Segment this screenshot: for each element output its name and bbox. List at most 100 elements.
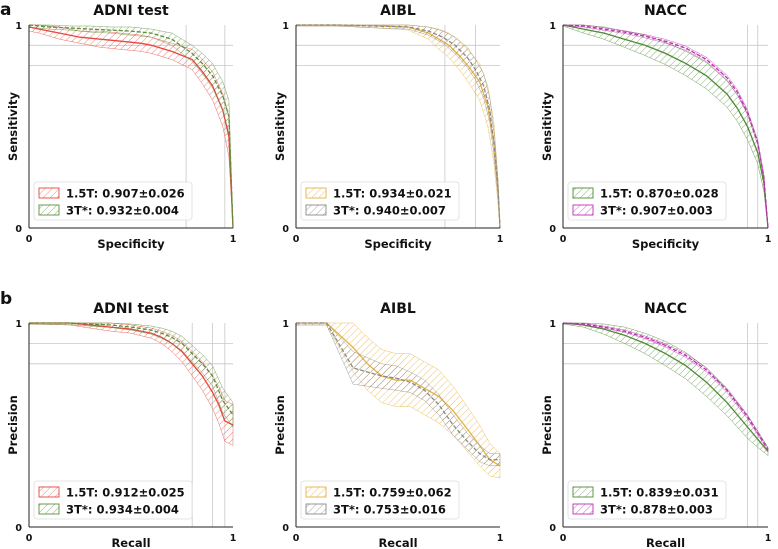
x-axis-label: Recall xyxy=(646,536,685,549)
x-tick-label: 1 xyxy=(230,533,237,544)
x-axis-label: Recall xyxy=(111,536,150,549)
panel-label-a: a xyxy=(0,0,11,20)
legend-box xyxy=(300,480,460,520)
legend-swatch-3T* xyxy=(38,204,60,216)
legend-label-3T*: 3T*: 0.934±0.004 xyxy=(66,503,179,517)
legend-swatch-1.5T xyxy=(572,187,594,199)
x-tick-label: 1 xyxy=(497,533,504,544)
series-line-1.5T xyxy=(562,322,769,452)
chart-4: ADNI test 0 1 0 1 Recall Precision 1.5T: 0.912±… xyxy=(6,301,236,549)
band-3T* xyxy=(562,322,769,452)
x-axis-label: Specificity xyxy=(364,237,432,251)
legend-label-1.5T: 1.5T: 0.912±0.025 xyxy=(66,486,185,500)
y-tick-label: 0 xyxy=(15,224,22,235)
y-axis-label: Precision xyxy=(540,395,554,455)
legend-swatch-1.5T xyxy=(305,486,327,498)
chart-title: NACC xyxy=(644,3,687,19)
y-tick-label: 0 xyxy=(549,523,556,534)
legend-label-3T*: 3T*: 0.932±0.004 xyxy=(66,204,179,218)
x-tick-label: 0 xyxy=(293,234,300,245)
series-line-3T* xyxy=(296,322,500,461)
series-line-3T* xyxy=(28,24,234,229)
y-axis-label: Precision xyxy=(273,395,287,455)
x-tick-label: 0 xyxy=(26,533,33,544)
x-axis-label: Recall xyxy=(378,536,417,549)
legend-label-3T*: 3T*: 0.878±0.003 xyxy=(600,503,713,517)
legend-label-1.5T: 1.5T: 0.839±0.031 xyxy=(600,486,719,500)
y-tick-label: 1 xyxy=(549,319,556,330)
legend-label-1.5T: 1.5T: 0.907±0.026 xyxy=(66,187,185,201)
charts-container: ADNI test 0 1 0 1 Specificity Sensitivity 1.5T:… xyxy=(6,3,771,549)
x-tick-label: 1 xyxy=(230,234,237,245)
band-3T* xyxy=(28,322,234,428)
chart-title: ADNI test xyxy=(93,3,169,19)
y-tick-label: 1 xyxy=(549,21,556,32)
chart-title: NACC xyxy=(644,301,687,317)
legend-swatch-3T* xyxy=(305,204,327,216)
legend-box xyxy=(33,181,193,221)
series-line-3T* xyxy=(562,24,769,229)
legend-swatch-3T* xyxy=(305,503,327,515)
x-axis-label: Specificity xyxy=(632,237,700,251)
legend-swatch-1.5T xyxy=(38,486,60,498)
legend-swatch-1.5T xyxy=(305,187,327,199)
legend: 1.5T: 0.839±0.031 3T*: 0.878±0.003 xyxy=(567,480,727,520)
legend-box xyxy=(300,181,460,221)
legend: 1.5T: 0.759±0.062 3T*: 0.753±0.016 xyxy=(300,480,460,520)
legend-swatch-1.5T xyxy=(572,486,594,498)
legend-box xyxy=(567,181,727,221)
chart-title: AIBL xyxy=(380,301,416,317)
y-tick-label: 1 xyxy=(15,21,22,32)
y-axis-label: Sensitivity xyxy=(6,92,20,161)
legend-label-1.5T: 1.5T: 0.870±0.028 xyxy=(600,187,719,201)
panel-label-b: b xyxy=(0,289,12,309)
chart-5: AIBL 0 1 0 1 Recall Precision 1.5T: 0.759±0.062… xyxy=(273,301,503,549)
legend: 1.5T: 0.870±0.028 3T*: 0.907±0.003 xyxy=(567,181,727,221)
legend-box xyxy=(33,480,193,520)
y-tick-label: 0 xyxy=(15,523,22,534)
y-tick-label: 1 xyxy=(282,21,289,32)
x-tick-label: 1 xyxy=(765,234,772,245)
chart-1: ADNI test 0 1 0 1 Specificity Sensitivity 1.5T:… xyxy=(6,3,236,251)
chart-6: NACC 0 1 0 1 Recall Precision 1.5T: 0.839±0.031… xyxy=(540,301,771,549)
legend-swatch-1.5T xyxy=(38,187,60,199)
y-tick-label: 1 xyxy=(282,319,289,330)
series-line-3T* xyxy=(296,24,501,229)
legend-label-3T*: 3T*: 0.907±0.003 xyxy=(600,204,713,218)
x-tick-label: 0 xyxy=(560,533,567,544)
y-tick-label: 0 xyxy=(549,224,556,235)
series-line-1.5T xyxy=(562,24,769,229)
x-tick-label: 1 xyxy=(497,234,504,245)
chart-title: AIBL xyxy=(380,3,416,19)
legend-label-3T*: 3T*: 0.940±0.007 xyxy=(333,204,446,218)
y-tick-label: 1 xyxy=(15,319,22,330)
y-axis-label: Sensitivity xyxy=(540,92,554,161)
legend-swatch-3T* xyxy=(572,503,594,515)
legend-swatch-3T* xyxy=(572,204,594,216)
legend: 1.5T: 0.907±0.026 3T*: 0.932±0.004 xyxy=(33,181,193,221)
x-tick-label: 0 xyxy=(26,234,33,245)
chart-title: ADNI test xyxy=(93,301,169,317)
chart-3: NACC 0 1 0 1 Specificity Sensitivity 1.5T: 0.87… xyxy=(540,3,771,251)
y-tick-label: 0 xyxy=(282,523,289,534)
x-tick-label: 1 xyxy=(765,533,772,544)
legend-box xyxy=(567,480,727,520)
legend-label-1.5T: 1.5T: 0.934±0.021 xyxy=(333,187,452,201)
band-3T* xyxy=(295,322,501,467)
band-1.5T xyxy=(295,322,501,479)
legend-label-1.5T: 1.5T: 0.759±0.062 xyxy=(333,486,452,500)
legend-swatch-3T* xyxy=(38,503,60,515)
legend: 1.5T: 0.912±0.025 3T*: 0.934±0.004 xyxy=(33,480,193,520)
legend-label-3T*: 3T*: 0.753±0.016 xyxy=(333,503,446,517)
x-tick-label: 0 xyxy=(293,533,300,544)
x-tick-label: 0 xyxy=(560,234,567,245)
series-line-3T* xyxy=(562,322,769,450)
chart-2: AIBL 0 1 0 1 Specificity Sensitivity 1.5T: 0.93… xyxy=(273,3,503,251)
y-axis-label: Sensitivity xyxy=(273,92,287,161)
legend: 1.5T: 0.934±0.021 3T*: 0.940±0.007 xyxy=(300,181,460,221)
y-tick-label: 0 xyxy=(282,224,289,235)
y-axis-label: Precision xyxy=(6,395,20,455)
series-line-3T* xyxy=(29,322,234,416)
x-axis-label: Specificity xyxy=(97,237,165,251)
